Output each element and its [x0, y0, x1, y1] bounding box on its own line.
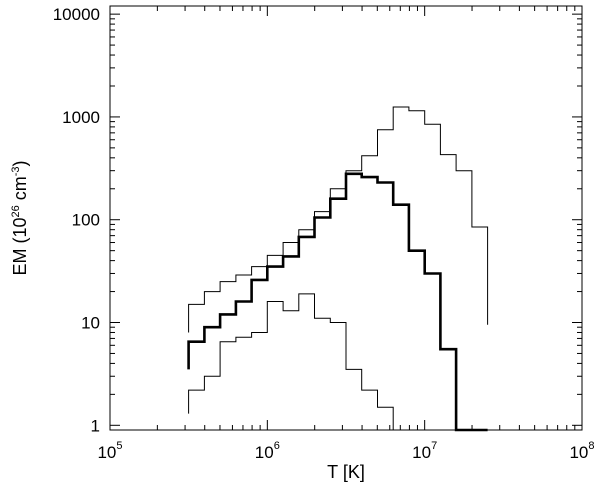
x-tick-label-base: 10 — [412, 443, 431, 462]
x-axis-title: T [K] — [327, 462, 365, 482]
series-line-best — [187, 172, 488, 432]
y-tick-label: 1000 — [62, 108, 100, 127]
y-axis-title-suffix: ) — [10, 160, 30, 166]
x-tick-labels: 105 106 107 108 — [97, 440, 594, 462]
x-tick-label-base: 10 — [255, 443, 274, 462]
x-tick-label-exponent: 5 — [116, 440, 122, 452]
x-tick-label: 108 — [569, 440, 594, 462]
y-tick-label: 1 — [91, 416, 100, 435]
y-axis-title: EM (1026 cm-3) — [10, 160, 30, 275]
y-tick-label: 10000 — [53, 5, 100, 24]
x-tick-label-exponent: 8 — [588, 440, 594, 452]
x-tick-label-exponent: 7 — [431, 440, 437, 452]
x-tick-label-base: 10 — [97, 443, 116, 462]
y-tick-labels: 1 10 100 1000 10000 — [53, 5, 100, 435]
y-axis-title-prefix: EM (10 — [10, 218, 30, 276]
y-axis-title-middle: cm — [10, 176, 30, 205]
series-line-upper — [188, 106, 489, 333]
x-tick-label: 106 — [255, 440, 280, 462]
plot-frame — [109, 5, 583, 431]
y-axis-title-exp2: -3 — [10, 166, 22, 176]
x-tick-label-exponent: 6 — [274, 440, 280, 452]
y-axis-title-exp1: 26 — [10, 205, 22, 217]
series-line-lower — [188, 293, 409, 431]
x-tick-label: 107 — [412, 440, 437, 462]
y-tick-label: 10 — [81, 314, 100, 333]
axis-ticks — [109, 6, 583, 430]
y-tick-label: 100 — [72, 211, 100, 230]
data-series — [187, 106, 489, 432]
x-tick-label: 105 — [97, 440, 122, 462]
x-tick-label-base: 10 — [569, 443, 588, 462]
